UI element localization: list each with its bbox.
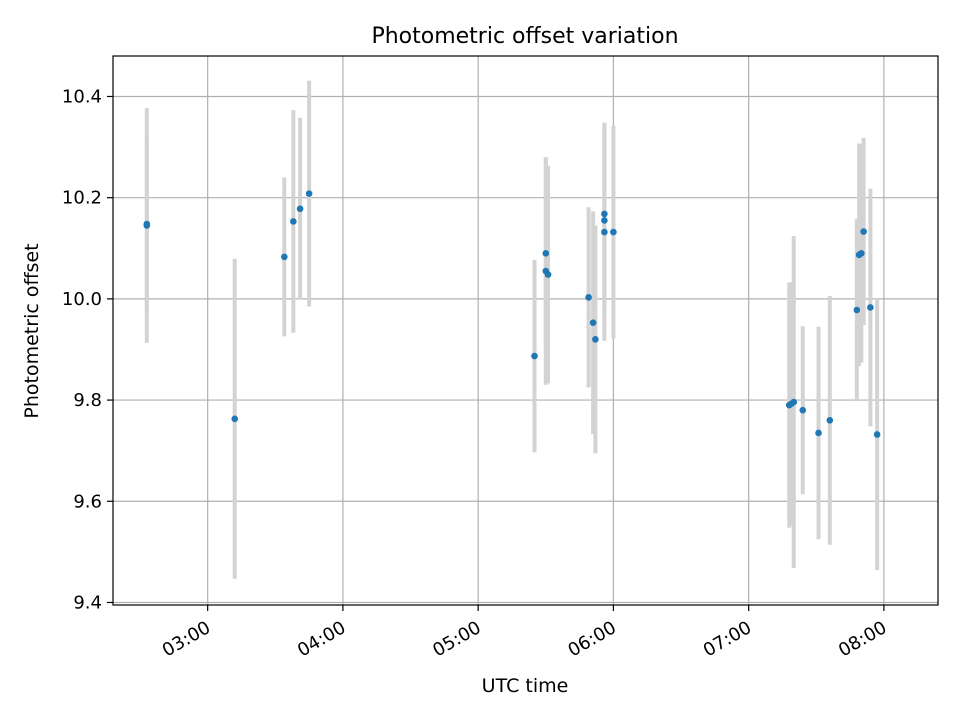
data-point bbox=[542, 250, 550, 257]
data-point bbox=[826, 417, 834, 424]
plot-frame bbox=[112, 55, 939, 606]
y-tick-label: 9.8 bbox=[73, 390, 102, 411]
y-tick-label: 10.0 bbox=[62, 289, 102, 310]
data-point bbox=[281, 253, 288, 261]
data-point bbox=[601, 228, 608, 236]
x-axis: 03:00 04:00 05:00 06:00 07:00 08:00 bbox=[159, 605, 890, 661]
y-tick-label: 10.2 bbox=[62, 188, 102, 209]
data-point bbox=[589, 319, 597, 326]
data-point bbox=[867, 304, 874, 311]
data-point bbox=[143, 220, 151, 228]
data-point bbox=[853, 306, 861, 314]
chart-title: Photometric offset variation bbox=[371, 24, 678, 49]
data-point bbox=[790, 398, 798, 406]
data-point bbox=[799, 406, 807, 414]
data-point bbox=[873, 431, 881, 438]
data-point bbox=[305, 190, 313, 197]
y-tick-label: 9.4 bbox=[73, 592, 102, 613]
data-point bbox=[610, 228, 617, 236]
data-point bbox=[601, 217, 608, 224]
data-point bbox=[592, 336, 599, 343]
point-layer bbox=[143, 190, 881, 438]
y-axis-label: Photometric offset bbox=[21, 243, 43, 418]
data-point bbox=[544, 271, 552, 278]
grid-layer bbox=[113, 56, 938, 605]
data-point bbox=[858, 250, 865, 257]
data-point bbox=[531, 352, 538, 360]
y-tick-label: 10.4 bbox=[62, 86, 102, 107]
y-tick-label: 9.6 bbox=[73, 491, 102, 512]
data-point bbox=[815, 429, 822, 437]
data-point bbox=[231, 415, 239, 423]
data-point bbox=[296, 205, 304, 213]
data-point bbox=[290, 218, 297, 225]
data-point bbox=[601, 210, 608, 218]
x-axis-label: UTC time bbox=[482, 675, 569, 697]
data-point bbox=[585, 294, 592, 301]
data-point bbox=[860, 228, 867, 235]
y-axis: 9.4 9.6 9.8 10.0 10.2 10.4 bbox=[62, 86, 113, 613]
